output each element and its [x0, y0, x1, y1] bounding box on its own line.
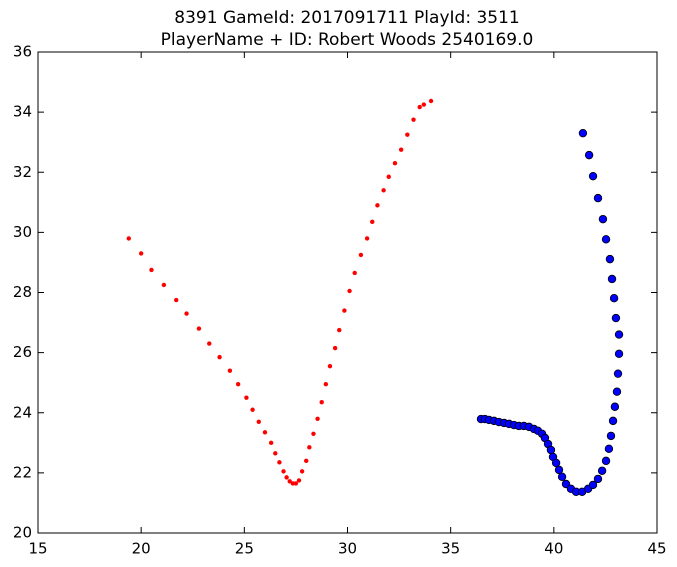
point: [405, 132, 410, 137]
point: [601, 235, 611, 244]
point: [273, 451, 278, 456]
point: [614, 349, 624, 359]
point: [588, 171, 598, 181]
point: [551, 458, 561, 468]
point: [614, 330, 624, 339]
point: [293, 481, 299, 486]
point: [604, 444, 614, 454]
point: [196, 326, 202, 331]
point: [421, 102, 427, 107]
point: [607, 274, 617, 284]
point: [370, 219, 375, 225]
point: [610, 402, 620, 411]
point: [277, 460, 282, 465]
point: [598, 214, 608, 224]
y-tick-label: 30: [13, 223, 32, 241]
point: [184, 311, 189, 316]
y-tick-label: 22: [13, 463, 32, 481]
point: [608, 416, 618, 426]
point: [323, 381, 329, 387]
point: [392, 161, 398, 166]
plot-frame: [37, 51, 658, 534]
point: [601, 456, 611, 466]
point: [606, 431, 616, 441]
x-tick-label: 40: [544, 540, 563, 558]
point: [327, 363, 333, 369]
y-tick-label: 26: [13, 343, 32, 361]
point: [411, 117, 416, 122]
point: [149, 267, 154, 273]
point: [612, 387, 622, 396]
point: [358, 252, 364, 258]
point: [281, 469, 286, 474]
point: [319, 400, 324, 405]
point: [235, 381, 241, 387]
point: [332, 345, 338, 351]
point: [364, 236, 370, 241]
point: [207, 341, 212, 346]
point: [227, 368, 233, 373]
point: [546, 445, 556, 455]
point: [597, 466, 607, 475]
point: [386, 174, 391, 179]
point: [611, 313, 621, 323]
point: [287, 479, 292, 484]
point: [250, 407, 255, 412]
y-tick-label: 28: [13, 283, 32, 301]
point: [593, 193, 603, 203]
point: [398, 147, 404, 152]
point: [174, 297, 179, 303]
point: [609, 294, 619, 303]
point: [584, 150, 594, 160]
point: [296, 478, 302, 483]
x-tick-label: 35: [441, 540, 460, 558]
point: [428, 98, 434, 104]
point: [304, 458, 309, 464]
point: [375, 203, 380, 208]
point: [217, 354, 222, 360]
point: [161, 282, 167, 288]
x-tick-label: 20: [132, 540, 151, 558]
y-tick-label: 24: [13, 403, 32, 421]
y-tick-label: 20: [13, 524, 32, 542]
y-tick-label: 32: [13, 163, 32, 181]
point: [337, 327, 342, 333]
x-tick-label: 30: [338, 540, 357, 558]
point: [613, 369, 623, 378]
point: [342, 308, 347, 313]
point: [244, 395, 249, 400]
point: [352, 270, 357, 276]
chart-title: PlayerName + ID: Robert Woods 2540169.0: [161, 30, 534, 50]
point: [347, 288, 352, 294]
point: [417, 104, 422, 110]
point: [307, 445, 312, 450]
point: [605, 254, 615, 264]
point: [561, 479, 571, 489]
point: [554, 465, 564, 475]
point: [284, 475, 289, 480]
point: [126, 236, 131, 241]
x-tick-label: 15: [28, 540, 47, 558]
y-tick-label: 36: [13, 43, 32, 61]
x-tick-label: 25: [235, 540, 254, 558]
point: [138, 251, 144, 256]
chart-title: 8391 GameId: 2017091711 PlayId: 3511: [174, 8, 519, 28]
point: [290, 481, 296, 486]
x-tick-label: 45: [647, 540, 666, 558]
point: [593, 474, 603, 484]
point: [588, 480, 598, 490]
point: [268, 440, 274, 446]
point: [299, 469, 305, 474]
point: [578, 128, 588, 138]
point: [557, 472, 567, 481]
point: [256, 419, 261, 424]
point: [381, 188, 386, 193]
point: [311, 431, 316, 436]
y-tick-label: 34: [13, 103, 32, 121]
point: [262, 430, 268, 435]
point: [315, 416, 320, 421]
